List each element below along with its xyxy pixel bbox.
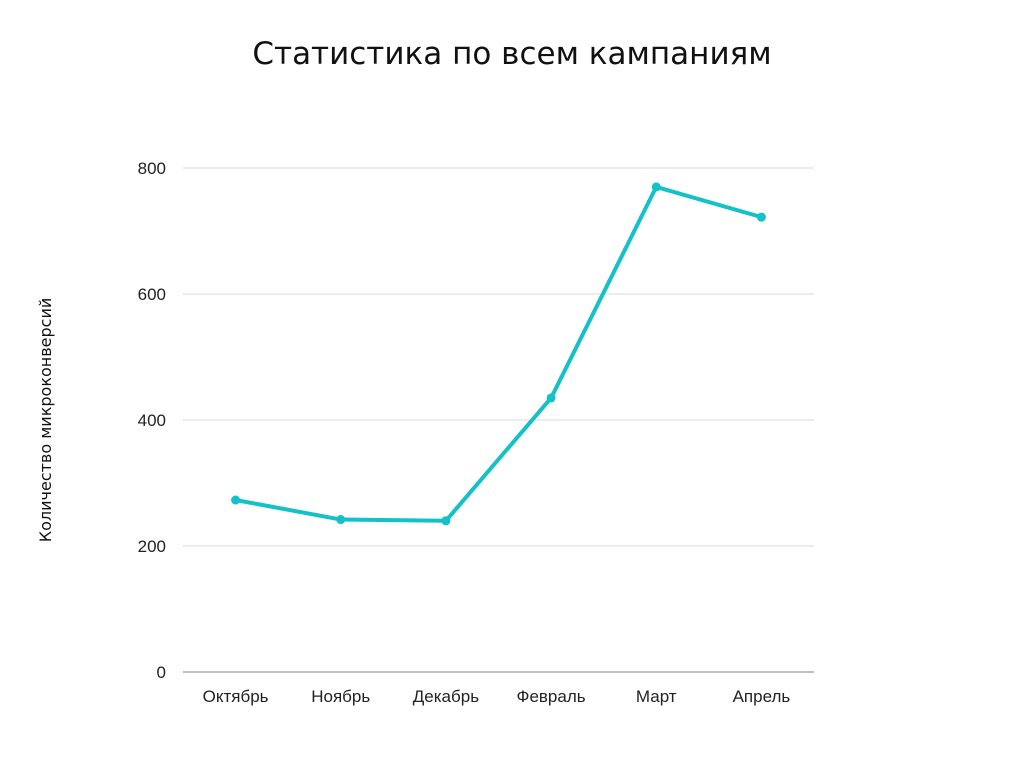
y-tick-label: 800 xyxy=(138,159,166,178)
y-tick-labels: 0 200 400 600 800 xyxy=(138,159,166,682)
data-point xyxy=(336,515,346,525)
x-tick-labels: Октябрь Ноябрь Декабрь Февраль Март Апрель xyxy=(203,687,791,706)
x-tick-label: Декабрь xyxy=(413,687,479,706)
x-tick-label: Апрель xyxy=(733,687,791,706)
x-tick-label: Февраль xyxy=(517,687,586,706)
y-tick-label: 400 xyxy=(138,411,166,430)
data-point xyxy=(651,182,661,192)
y-tick-label: 200 xyxy=(138,537,166,556)
chart-title: Статистика по всем кампаниям xyxy=(252,36,772,72)
x-tick-label: Март xyxy=(636,687,677,706)
y-tick-label: 0 xyxy=(157,663,166,682)
x-tick-label: Ноябрь xyxy=(311,687,370,706)
series xyxy=(231,182,766,526)
x-tick-label: Октябрь xyxy=(203,687,269,706)
data-point xyxy=(441,516,451,526)
data-point xyxy=(756,212,766,222)
grid-lines xyxy=(183,167,814,673)
y-axis-title: Количество микроконверсий xyxy=(36,298,55,543)
series-line xyxy=(233,184,764,523)
data-point xyxy=(546,393,556,403)
y-tick-label: 600 xyxy=(138,285,166,304)
data-point xyxy=(231,495,241,505)
